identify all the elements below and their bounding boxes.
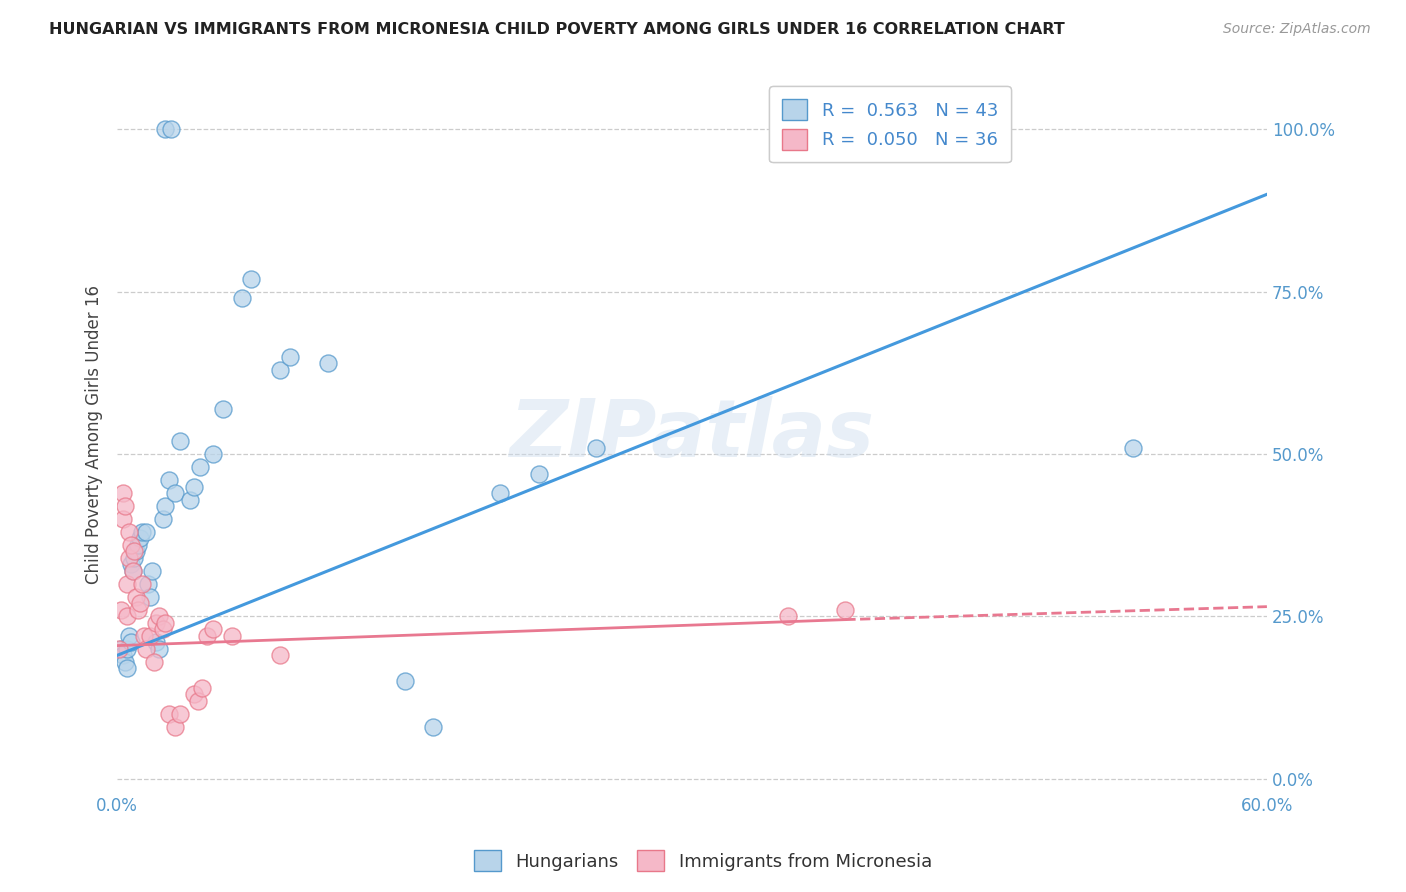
Point [1122, 441, 1144, 455]
Point [132, 629, 155, 643]
Point [120, 635, 142, 649]
Point [278, 350, 301, 364]
Point [231, 291, 253, 305]
Point [157, 473, 180, 487]
Point [201, 447, 224, 461]
Point [115, 661, 138, 675]
Point [115, 609, 138, 624]
Legend: R =  0.563   N = 43, R =  0.050   N = 36: R = 0.563 N = 43, R = 0.050 N = 36 [769, 87, 1011, 162]
Point [316, 356, 339, 370]
Point [221, 629, 243, 643]
Point [394, 674, 416, 689]
Point [129, 532, 152, 546]
Point [834, 603, 856, 617]
Point [135, 524, 157, 539]
Point [145, 635, 167, 649]
Point [183, 687, 205, 701]
Point [240, 271, 263, 285]
Point [489, 486, 512, 500]
Point [111, 486, 134, 500]
Point [148, 609, 170, 624]
Point [120, 558, 142, 572]
Point [125, 544, 148, 558]
Point [776, 609, 799, 624]
Point [141, 564, 163, 578]
Point [124, 550, 146, 565]
Point [163, 486, 186, 500]
Point [527, 467, 550, 481]
Point [118, 629, 141, 643]
Point [211, 401, 233, 416]
Point [115, 641, 138, 656]
Text: ZIPatlas: ZIPatlas [509, 395, 875, 474]
Point [153, 499, 176, 513]
Point [127, 603, 149, 617]
Point [195, 629, 218, 643]
Point [183, 479, 205, 493]
Point [124, 544, 146, 558]
Point [131, 577, 153, 591]
Point [118, 550, 141, 565]
Point [121, 564, 143, 578]
Point [169, 706, 191, 721]
Point [136, 577, 159, 591]
Point [139, 629, 162, 643]
Point [153, 122, 176, 136]
Point [114, 655, 136, 669]
Legend: Hungarians, Immigrants from Micronesia: Hungarians, Immigrants from Micronesia [467, 843, 939, 879]
Point [152, 623, 174, 637]
Point [108, 641, 131, 656]
Point [129, 596, 152, 610]
Text: HUNGARIAN VS IMMIGRANTS FROM MICRONESIA CHILD POVERTY AMONG GIRLS UNDER 16 CORRE: HUNGARIAN VS IMMIGRANTS FROM MICRONESIA … [49, 22, 1064, 37]
Point [125, 590, 148, 604]
Point [115, 577, 138, 591]
Point [118, 524, 141, 539]
Point [110, 641, 132, 656]
Point [110, 603, 132, 617]
Point [157, 706, 180, 721]
Point [152, 512, 174, 526]
Point [153, 615, 176, 630]
Text: Source: ZipAtlas.com: Source: ZipAtlas.com [1223, 22, 1371, 37]
Point [187, 694, 209, 708]
Point [201, 623, 224, 637]
Point [131, 524, 153, 539]
Point [114, 499, 136, 513]
Point [111, 648, 134, 663]
Point [422, 720, 444, 734]
Point [139, 590, 162, 604]
Point [169, 434, 191, 448]
Point [188, 460, 211, 475]
Y-axis label: Child Poverty Among Girls Under 16: Child Poverty Among Girls Under 16 [86, 285, 103, 584]
Point [142, 655, 165, 669]
Point [111, 512, 134, 526]
Point [190, 681, 212, 695]
Point [160, 122, 183, 136]
Point [121, 564, 143, 578]
Point [145, 615, 167, 630]
Point [127, 538, 149, 552]
Point [120, 538, 142, 552]
Point [585, 441, 607, 455]
Point [135, 641, 157, 656]
Point [148, 641, 170, 656]
Point [179, 492, 201, 507]
Point [269, 362, 291, 376]
Point [163, 720, 186, 734]
Point [269, 648, 291, 663]
